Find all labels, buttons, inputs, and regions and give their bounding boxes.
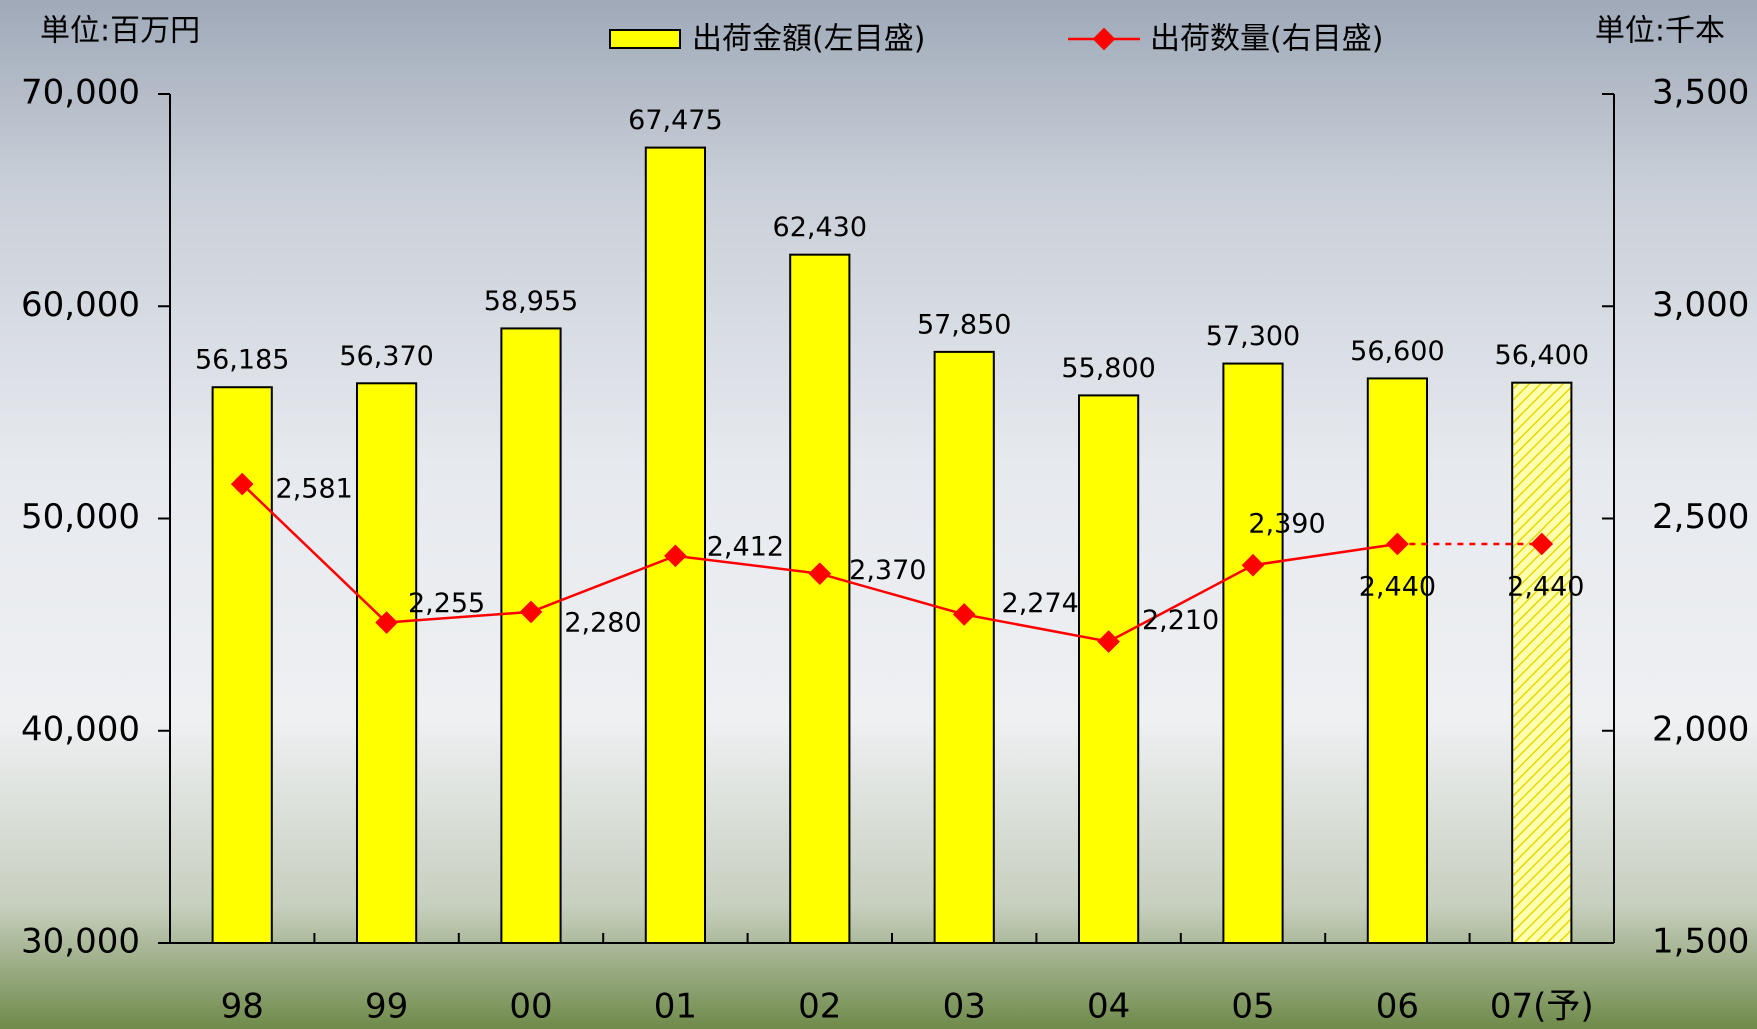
line-value-label: 2,440 [1507, 571, 1584, 602]
y-unit: 単位:百万円 [40, 14, 200, 49]
x-tick-label: 04 [1087, 987, 1130, 1027]
line-value-label: 2,255 [408, 588, 485, 619]
x-tick-label: 07(予) [1490, 987, 1594, 1027]
x-tick-label: 06 [1376, 987, 1419, 1027]
bar-value-label: 56,370 [339, 341, 433, 372]
legend-marker [1093, 28, 1116, 51]
bar-value-label: 57,850 [917, 309, 1011, 340]
x-tick-label: 03 [943, 987, 986, 1027]
y2-unit: 単位:千本 [1595, 14, 1725, 49]
y-tick-label: 30,000 [21, 922, 140, 962]
bar [935, 352, 994, 943]
line-value-label: 2,581 [276, 474, 353, 505]
y-tick-label: 60,000 [21, 285, 140, 325]
line-value-label: 2,412 [707, 531, 784, 562]
y2-tick-label: 3,000 [1652, 285, 1749, 325]
bar-value-label: 56,600 [1350, 336, 1444, 367]
x-tick-label: 01 [654, 987, 697, 1027]
line-value-label: 2,390 [1248, 509, 1325, 540]
bar-value-label: 56,400 [1495, 340, 1589, 371]
bar-value-label: 57,300 [1206, 321, 1300, 352]
y2-tick-label: 2,500 [1652, 497, 1749, 537]
bar [1368, 378, 1427, 943]
line-value-label: 2,440 [1359, 571, 1436, 602]
line-value-label: 2,274 [1002, 588, 1079, 619]
line-value-label: 2,370 [849, 555, 926, 586]
x-tick-label: 00 [509, 987, 552, 1027]
bar [1223, 364, 1282, 943]
line-value-label: 2,210 [1142, 605, 1219, 636]
chart: 単位:百万円 単位:千本 30,000 40,000 50,000 60,000 70,… [0, 0, 1757, 1029]
y-tick-label: 70,000 [21, 73, 140, 113]
bar [501, 328, 560, 943]
legend-swatch [610, 30, 680, 48]
line-value-label: 2,280 [564, 607, 641, 638]
y2-tick-label: 2,000 [1652, 709, 1749, 749]
y2-tick-label: 3,500 [1652, 73, 1749, 113]
bar-value-label: 58,955 [484, 286, 578, 317]
bar [1512, 383, 1571, 943]
bar [790, 255, 849, 943]
bar [213, 387, 272, 943]
x-tick-label: 98 [221, 987, 264, 1027]
y2-tick-label: 1,500 [1652, 922, 1749, 962]
y-tick-label: 50,000 [21, 497, 140, 537]
bar-value-label: 62,430 [773, 212, 867, 243]
y-tick-label: 40,000 [21, 709, 140, 749]
x-tick-label: 02 [798, 987, 841, 1027]
bar [357, 383, 416, 943]
legend-label: 出荷数量(右目盛) [1150, 22, 1383, 57]
bar-value-label: 67,475 [628, 105, 722, 136]
legend-label: 出荷金額(左目盛) [692, 22, 925, 57]
x-tick-label: 99 [365, 987, 408, 1027]
bar-value-label: 55,800 [1061, 353, 1155, 384]
bar [1079, 395, 1138, 943]
x-tick-label: 05 [1231, 987, 1274, 1027]
bar-value-label: 56,185 [195, 345, 289, 376]
chart-background: 単位:百万円 単位:千本 30,000 40,000 50,000 60,000 70,… [0, 0, 1757, 1029]
